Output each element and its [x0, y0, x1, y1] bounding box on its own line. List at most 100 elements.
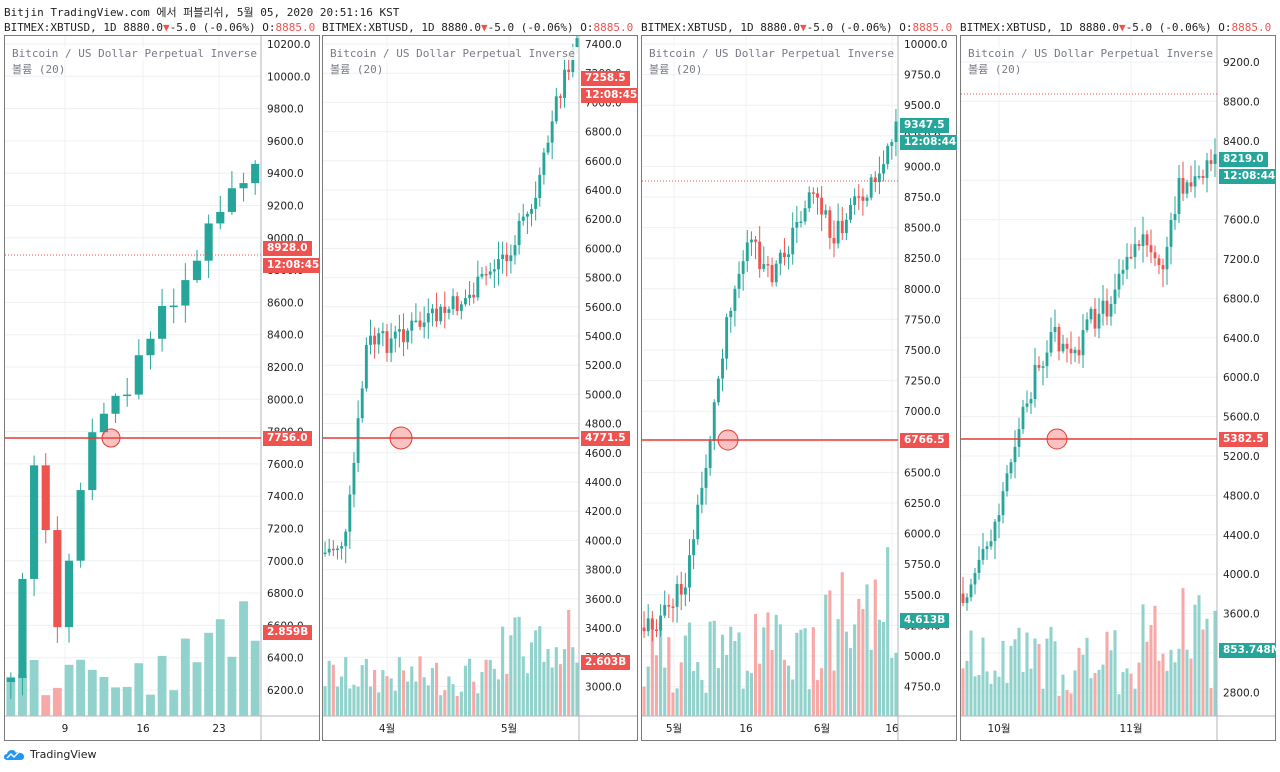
price-axis-label: 7000.0 [267, 556, 304, 568]
candle-body [857, 196, 861, 198]
volume-bar [480, 671, 484, 716]
volume-bar [687, 622, 692, 716]
candle-body [381, 331, 385, 334]
candle-body [575, 38, 579, 48]
volume-bar [729, 626, 733, 716]
support-price-tag: 5382.5 [1219, 432, 1268, 447]
candle-body [762, 264, 766, 269]
candle-body [158, 306, 167, 339]
price-chart[interactable]: 10200.010000.09800.09600.09400.09200.090… [5, 36, 319, 740]
price-axis-label: 6800.0 [585, 127, 622, 139]
volume-bar [1201, 629, 1205, 716]
price-axis-label: 4200.0 [585, 506, 622, 518]
candle-body [567, 69, 571, 73]
countdown-tag: 12:08:44 [900, 135, 957, 150]
chart-panel-2[interactable]: BITMEX:XBTUSD, 1D 8880.0▼-5.0 (-0.06%) O… [322, 21, 638, 741]
volume-bar [803, 628, 807, 716]
chart-area[interactable]: 9200.08800.08400.08000.07600.07200.06800… [960, 35, 1276, 741]
candle-body [430, 308, 434, 314]
volume-bar [558, 664, 562, 716]
volume-bar [758, 663, 762, 716]
price-axis-label: 6500.0 [904, 467, 941, 479]
candle-body [123, 394, 132, 397]
price-axis-label: 9750.0 [904, 70, 941, 82]
candle-body [803, 208, 807, 222]
ticker-line: BITMEX:XBTUSD, 1D 8880.0▼-5.0 (-0.06%) O… [960, 21, 1276, 35]
candle-body [550, 121, 554, 143]
candle-body [799, 221, 803, 223]
chart-area[interactable]: 10200.0 10000.0 9800.0 9600.0 9400.0 9200.0 90… [4, 35, 320, 741]
volume-bar [157, 655, 167, 716]
candle-body [655, 629, 658, 632]
price-axis-label: 4800.0 [585, 419, 622, 431]
volume-bar [550, 667, 554, 716]
candle-body [492, 269, 496, 272]
ticker-prefix: BITMEX:XBTUSD, 1D 8880.0 [641, 21, 800, 34]
candle-body [741, 261, 745, 274]
volume-bar [521, 656, 525, 716]
chart-area[interactable]: 10000.09750.09500.09250.09000.08750.0850… [641, 35, 957, 741]
candle-body [807, 192, 811, 209]
volume-bar [770, 650, 774, 716]
price-axis-label: 6400.0 [1223, 333, 1260, 345]
price-axis-label: 5600.0 [1223, 412, 1260, 424]
candle-body [749, 239, 753, 243]
volume-bar [1149, 625, 1153, 716]
volume-bar [993, 670, 997, 716]
volume-bar [356, 686, 360, 716]
volume-bar [848, 648, 853, 716]
volume-bar [1025, 632, 1029, 716]
volume-bar [1017, 627, 1021, 716]
candle-body [1077, 349, 1081, 356]
volume-bar [501, 626, 505, 716]
volume-bar [1189, 658, 1193, 716]
countdown-tag: 12:08:44 [1219, 169, 1276, 184]
candle-body [708, 440, 712, 469]
volume-bar [782, 659, 787, 716]
candle-body [679, 583, 683, 595]
volume-bar [654, 655, 659, 716]
volume-bar [716, 668, 720, 716]
candle-body [1205, 160, 1209, 178]
price-axis-label: 7200.0 [267, 524, 304, 536]
candle-body [1061, 343, 1065, 352]
candle-body [1057, 326, 1061, 352]
candle-body [712, 402, 716, 441]
price-axis-label: 8750.0 [904, 192, 941, 204]
price-chart[interactable]: 7400.07200.07000.06800.06600.06400.06200… [323, 21, 637, 740]
ticker-line: BITMEX:XBTUSD, 1D 8880.0▼-5.0 (-0.06%) O… [322, 21, 638, 35]
chart-area[interactable]: 7400.07200.07000.06800.06600.06400.06200… [322, 21, 638, 741]
candle-body [1001, 491, 1005, 516]
candle-body [663, 605, 667, 616]
volume-bar [451, 684, 455, 716]
chart-panel-3[interactable]: BITMEX:XBTUSD, 1D 8880.0▼-5.0 (-0.06%) O… [641, 21, 957, 741]
volume-bar [389, 678, 393, 716]
chart-panel-1[interactable]: BITMEX:XBTUSD, 1D 8880.0▼-5.0 (-0.06%) O… [4, 21, 320, 741]
volume-bar [1109, 650, 1113, 716]
candle-body [464, 298, 467, 305]
volume-bar [646, 666, 650, 716]
volume-bar [1029, 668, 1033, 716]
candle-body [1141, 234, 1145, 247]
price-chart[interactable]: 9200.08800.08400.08000.07600.07200.06800… [961, 36, 1275, 740]
candle-body [251, 163, 260, 184]
candle-body [331, 548, 335, 551]
candle-body [1117, 273, 1121, 290]
volume-bar [192, 662, 202, 716]
tradingview-footer[interactable]: TradingView [4, 748, 96, 761]
candle-body [1025, 403, 1029, 407]
publish-title: Bitjin TradingView.com 에서 퍼블리쉬, 5월 05, 2… [4, 6, 400, 19]
ticker-change: -5.0 (-0.06%) [169, 21, 256, 34]
volume-bar [886, 547, 890, 716]
volume-bar [1165, 670, 1169, 716]
candle-body [1089, 308, 1093, 320]
chart-panel-4[interactable]: BITMEX:XBTUSD, 1D 8880.0▼-5.0 (-0.06%) O… [960, 21, 1276, 741]
candle-body [360, 388, 364, 419]
candle-body [1065, 343, 1069, 349]
price-axis-label: 5400.0 [585, 331, 622, 343]
candle-body [989, 541, 993, 547]
price-axis-label: 7400.0 [267, 491, 304, 503]
candle-body [787, 254, 791, 258]
volume-bar [1197, 595, 1201, 716]
volume-bar [1185, 649, 1189, 716]
